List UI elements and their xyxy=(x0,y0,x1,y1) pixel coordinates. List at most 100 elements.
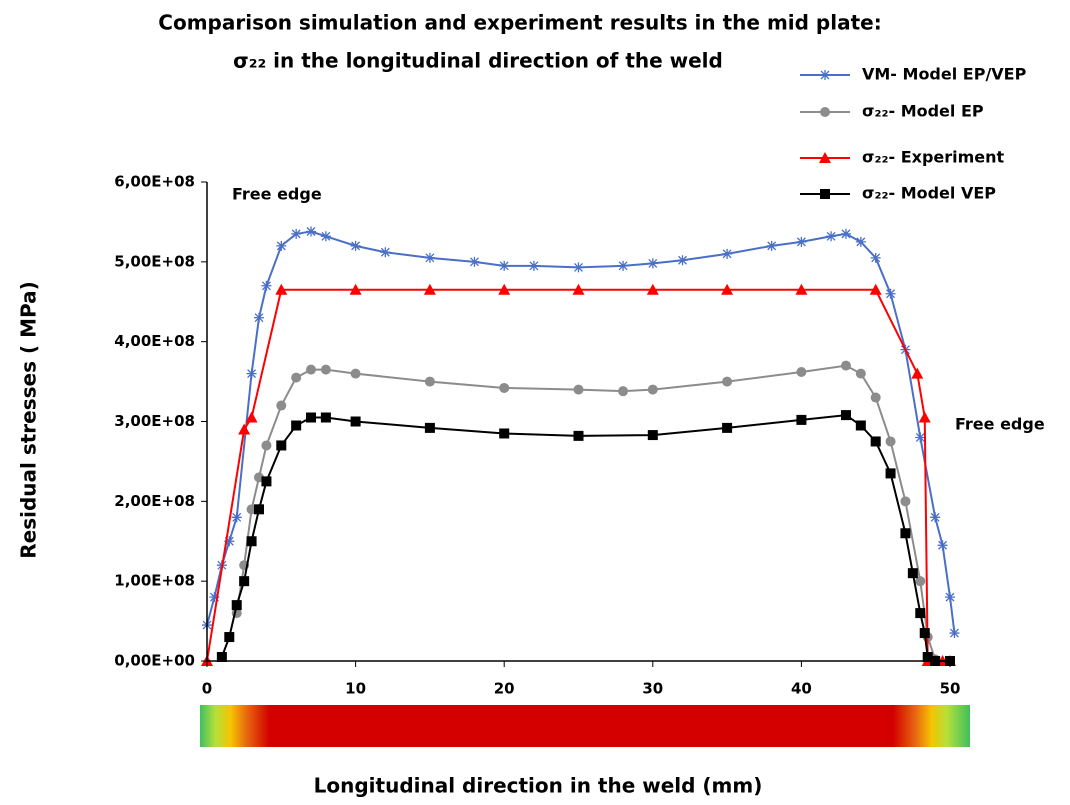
point xyxy=(922,652,933,663)
point xyxy=(870,436,881,447)
point xyxy=(949,628,960,639)
point xyxy=(239,576,250,587)
y-tick-label: 3,00E+08 xyxy=(114,412,195,430)
point xyxy=(885,468,896,479)
point xyxy=(261,280,272,291)
y-tick-label: 2,00E+08 xyxy=(114,492,195,510)
y-tick-label: 4,00E+08 xyxy=(114,332,195,350)
point xyxy=(869,283,882,295)
x-tick-label: 20 xyxy=(494,680,515,698)
y-tick-label: 6,00E+08 xyxy=(114,173,195,191)
point xyxy=(573,262,584,273)
point xyxy=(840,228,851,239)
point xyxy=(306,412,317,423)
point xyxy=(900,496,911,507)
point xyxy=(424,252,435,263)
point xyxy=(224,632,235,643)
point xyxy=(254,312,265,323)
point xyxy=(885,436,896,447)
chart-title: Comparison simulation and experiment res… xyxy=(158,11,881,35)
point xyxy=(900,528,911,539)
point xyxy=(499,260,510,271)
legend-label: VM- Model EP/VEP xyxy=(862,65,1027,84)
point xyxy=(380,247,391,258)
point xyxy=(573,430,584,441)
point xyxy=(306,226,317,237)
point xyxy=(423,283,436,295)
point xyxy=(276,400,287,411)
point xyxy=(254,504,265,515)
series-line xyxy=(235,364,937,660)
point xyxy=(528,260,539,271)
legend-label: σ₂₂- Model VEP xyxy=(862,184,996,203)
point xyxy=(796,236,807,247)
point xyxy=(469,256,480,267)
point xyxy=(499,428,510,439)
point xyxy=(907,568,918,579)
y-tick-label: 1,00E+08 xyxy=(114,572,195,590)
point xyxy=(796,414,807,425)
point xyxy=(498,283,511,295)
weld-contour xyxy=(200,705,970,747)
point xyxy=(245,411,258,423)
point xyxy=(826,231,837,242)
point xyxy=(647,258,658,269)
point xyxy=(350,240,361,251)
x-tick-label: 40 xyxy=(791,680,812,698)
point xyxy=(291,228,302,239)
x-tick-label: 30 xyxy=(642,680,663,698)
legend-marker xyxy=(820,107,830,117)
point xyxy=(840,360,851,371)
point xyxy=(855,236,866,247)
point xyxy=(647,384,658,395)
point xyxy=(209,592,220,603)
point xyxy=(320,364,331,375)
point xyxy=(572,283,585,295)
chart-subtitle: σ₂₂ in the longitudinal direction of the… xyxy=(233,49,723,73)
point xyxy=(855,368,866,379)
annotation: Free edge xyxy=(232,185,322,204)
point xyxy=(885,288,896,299)
point xyxy=(840,410,851,421)
point xyxy=(618,386,629,397)
series-line xyxy=(206,288,950,662)
point xyxy=(870,392,881,403)
point xyxy=(722,248,733,259)
series-line xyxy=(206,230,956,634)
point xyxy=(424,376,435,387)
point xyxy=(350,368,361,379)
point xyxy=(276,240,287,251)
point xyxy=(320,412,331,423)
point xyxy=(224,536,235,547)
point xyxy=(216,652,227,663)
point xyxy=(349,283,362,295)
point xyxy=(350,416,361,427)
point xyxy=(276,440,287,451)
plot-area xyxy=(201,226,960,666)
x-tick-label: 0 xyxy=(202,680,212,698)
point xyxy=(246,368,257,379)
x-tick-label: 10 xyxy=(345,680,366,698)
point xyxy=(915,576,926,587)
point xyxy=(915,608,926,619)
point xyxy=(855,420,866,431)
point xyxy=(796,367,807,378)
point xyxy=(945,592,955,603)
y-tick-label: 0,00E+00 xyxy=(114,652,195,670)
point xyxy=(937,540,948,551)
legend-label: σ₂₂- Experiment xyxy=(862,148,1005,167)
point xyxy=(646,283,659,295)
x-axis-label: Longitudinal direction in the weld (mm) xyxy=(314,774,763,798)
point xyxy=(766,240,777,251)
point xyxy=(915,432,926,443)
point xyxy=(238,423,251,435)
point xyxy=(246,536,257,547)
point xyxy=(231,600,242,611)
y-axis-label: Residual stresses ( MPa) xyxy=(17,281,41,559)
point xyxy=(320,231,331,242)
point xyxy=(911,367,924,379)
point xyxy=(291,420,302,431)
point xyxy=(677,255,688,266)
point xyxy=(231,512,242,523)
